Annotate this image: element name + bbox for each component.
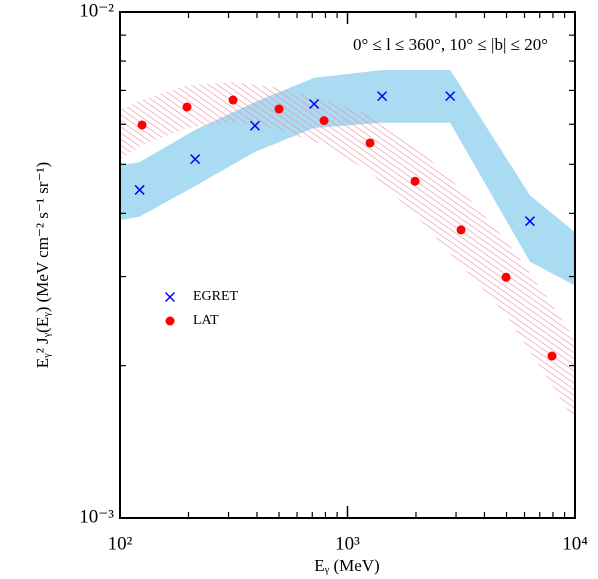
marker-dot: [319, 116, 329, 126]
annotation: 0° ≤ l ≤ 360°, 10° ≤ |b| ≤ 20°: [353, 35, 548, 54]
marker-dot: [410, 176, 420, 186]
y-axis-label: Eᵧ² Jᵧ(Eᵧ) (MeV cm⁻² s⁻¹ sr⁻¹): [33, 162, 52, 368]
marker-x: [134, 184, 145, 195]
marker-dot: [365, 138, 375, 148]
marker-dot: [547, 351, 557, 361]
marker-dot: [182, 102, 192, 112]
legend-marker: [165, 316, 175, 326]
marker-x: [524, 216, 535, 227]
marker-dot: [501, 272, 511, 282]
x-tick-label: 10⁴: [562, 533, 588, 554]
x-tick-label: 10²: [108, 533, 133, 554]
y-tick-label: 10⁻³: [79, 506, 114, 527]
marker-dot: [228, 95, 238, 105]
marker-x: [377, 91, 388, 102]
marker-x: [445, 91, 456, 102]
band: [120, 82, 575, 422]
marker-x: [309, 98, 320, 110]
legend-label: LAT: [193, 313, 219, 328]
marker-x: [249, 120, 261, 131]
legend-label: EGRET: [193, 289, 239, 304]
bands: [120, 70, 575, 422]
x-axis-label: Eᵧ (MeV): [314, 556, 379, 575]
marker-dot: [137, 120, 147, 130]
marker-dot: [274, 104, 284, 114]
marker-x: [190, 154, 201, 165]
marker-dot: [456, 225, 466, 235]
y-tick-label: 10⁻²: [79, 0, 114, 21]
band: [120, 70, 575, 286]
x-tick-label: 10³: [335, 533, 360, 554]
legend-marker: [164, 291, 176, 303]
